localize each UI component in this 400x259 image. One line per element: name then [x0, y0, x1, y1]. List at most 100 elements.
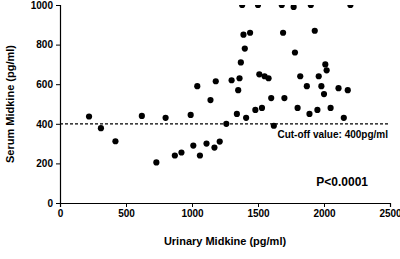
point	[234, 111, 240, 117]
chart: 0 500 1000 1500 2000 2500 0 200 400 600 800 1000 Cut…	[0, 0, 400, 259]
point	[223, 121, 229, 127]
point	[86, 113, 92, 119]
point	[203, 141, 209, 147]
point	[238, 59, 244, 65]
x-tick: 1500	[247, 203, 270, 219]
point	[295, 105, 301, 111]
point	[112, 138, 118, 144]
annotation: P<0.0001	[316, 175, 368, 189]
point	[239, 5, 245, 8]
point	[347, 5, 353, 8]
point	[318, 83, 324, 89]
y-tick-label: 400	[36, 119, 53, 130]
point	[265, 75, 271, 81]
y-axis: 0 200 400 600 800 1000	[31, 0, 61, 209]
x-tick-mark	[324, 203, 325, 207]
point	[236, 75, 242, 81]
point	[172, 152, 178, 158]
point	[163, 115, 169, 121]
x-axis: 0 500 1000 1500 2000 2500	[58, 203, 400, 219]
y-tick-mark	[56, 124, 60, 125]
y-tick: 800	[36, 39, 60, 50]
point	[314, 107, 320, 113]
point	[312, 28, 318, 34]
marks	[60, 5, 390, 165]
x-tick-label: 1000	[181, 208, 204, 219]
point	[252, 107, 258, 113]
y-tick-mark	[56, 163, 60, 164]
x-tick: 2500	[379, 203, 400, 219]
point	[280, 30, 286, 36]
x-tick: 500	[118, 203, 135, 219]
point	[139, 113, 145, 119]
y-tick-label: 200	[36, 158, 53, 169]
point	[308, 5, 314, 8]
point	[268, 95, 274, 101]
x-tick-label: 1500	[247, 208, 270, 219]
point	[211, 144, 217, 150]
y-tick: 600	[36, 79, 60, 90]
point	[255, 5, 261, 8]
point	[178, 149, 184, 155]
x-tick-label: 500	[118, 208, 135, 219]
point	[304, 83, 310, 89]
x-tick-label: 0	[58, 208, 64, 219]
point	[194, 83, 200, 89]
y-axis-title: Serum Midkine (pg/ml)	[4, 45, 16, 163]
y-tick-label: 0	[47, 198, 53, 209]
point	[240, 32, 246, 38]
point	[235, 87, 241, 93]
y-tick-mark	[56, 84, 60, 85]
x-tick-label: 2500	[379, 208, 400, 219]
point	[279, 5, 285, 8]
point	[247, 30, 253, 36]
point	[197, 152, 203, 158]
point	[242, 45, 248, 51]
x-tick-mark	[126, 203, 127, 207]
x-axis-title: Urinary Midkine (pg/ml)	[164, 235, 287, 247]
x-tick: 2000	[313, 203, 336, 219]
point	[190, 142, 196, 148]
y-tick-mark	[56, 45, 60, 46]
point	[297, 73, 303, 79]
y-tick-label: 800	[36, 39, 53, 50]
point	[324, 67, 330, 73]
annotation: Cut-off value: 400pg/ml	[277, 129, 388, 140]
point	[229, 77, 235, 83]
point	[281, 95, 287, 101]
plot: 0 500 1000 1500 2000 2500 0 200 400 600 800 1000 Cut…	[31, 0, 400, 219]
point	[316, 73, 322, 79]
x-tick-mark	[192, 203, 193, 207]
y-axis-line	[56, 6, 61, 204]
point	[341, 115, 347, 121]
point	[321, 91, 327, 97]
y-tick-mark	[56, 203, 60, 204]
x-tick-mark	[390, 203, 391, 207]
y-tick: 0	[47, 198, 60, 209]
y-tick-mark	[56, 5, 60, 6]
y-tick: 1000	[31, 0, 60, 11]
point	[256, 71, 262, 77]
point	[98, 125, 104, 131]
point	[345, 87, 351, 93]
point	[306, 111, 312, 117]
point	[207, 97, 213, 103]
y-tick: 400	[36, 119, 60, 130]
point	[217, 139, 223, 145]
point	[213, 78, 219, 84]
point	[328, 105, 334, 111]
x-tick-label: 2000	[313, 208, 336, 219]
point	[292, 49, 298, 55]
point	[322, 61, 328, 67]
point	[335, 85, 341, 91]
point	[243, 115, 249, 121]
y-tick-label: 600	[36, 79, 53, 90]
x-tick-mark	[258, 203, 259, 207]
x-tick: 0	[58, 203, 64, 219]
point	[153, 159, 159, 165]
y-tick: 200	[36, 158, 60, 169]
point	[291, 5, 297, 10]
point	[188, 112, 194, 118]
y-tick-label: 1000	[31, 0, 54, 11]
x-axis-line	[61, 204, 391, 208]
